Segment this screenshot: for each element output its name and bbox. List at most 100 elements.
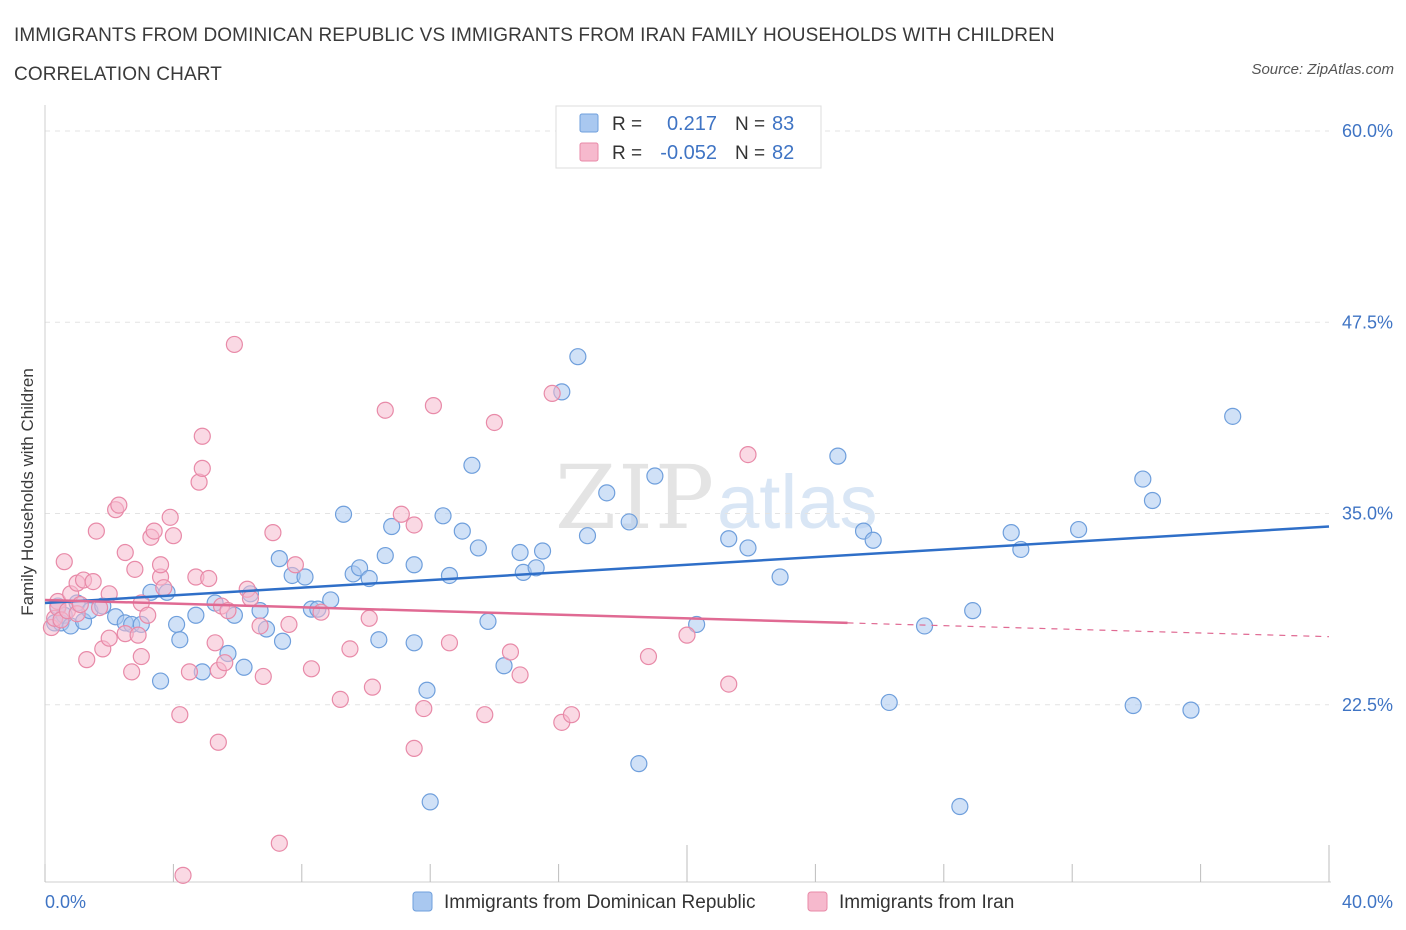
data-point [206, 634, 224, 652]
data-point [216, 654, 234, 672]
data-point [453, 522, 471, 540]
data-point [771, 568, 789, 586]
data-point [543, 384, 561, 402]
data-point [164, 527, 182, 545]
data-point [964, 602, 982, 620]
data-point [116, 543, 134, 562]
data-point [1070, 520, 1088, 539]
data-point [1124, 696, 1142, 715]
stats-r-value-blue: 0.217 [667, 113, 717, 135]
data-point [1134, 470, 1152, 488]
data-point [421, 793, 439, 811]
data-point [286, 556, 304, 574]
data-point [829, 447, 847, 465]
chart-title: IMMIGRANTS FROM DOMINICAN REPUBLIC VS IM… [14, 25, 1055, 85]
data-point [1224, 407, 1242, 425]
trend-line-iran-solid [44, 598, 848, 625]
data-point [71, 595, 89, 614]
stats-legend-box [555, 105, 822, 169]
data-point [100, 629, 118, 647]
data-point [350, 559, 369, 577]
data-point [639, 647, 658, 666]
data-point [469, 539, 487, 557]
data-point [270, 834, 288, 852]
data-point [915, 617, 934, 635]
series-iran-points [42, 335, 757, 884]
data-point [241, 589, 260, 608]
data-point [110, 496, 128, 514]
legend-swatch-dominican-republic [412, 891, 433, 912]
x-tick-label-min: 0.0% [45, 892, 86, 912]
data-point [376, 546, 394, 565]
data-point [225, 335, 243, 354]
data-point [479, 612, 497, 630]
data-point [334, 505, 353, 523]
data-point [739, 446, 757, 464]
gridlines [45, 130, 1329, 706]
data-point [171, 706, 189, 724]
x-tick-label-max: 40.0% [1342, 892, 1393, 912]
data-point [254, 667, 272, 686]
data-point [864, 531, 882, 549]
data-point [145, 522, 163, 540]
y-tick-label: 60.0% [1342, 121, 1393, 141]
data-point [235, 658, 253, 676]
data-point [463, 456, 481, 474]
trend-line-dominican-republic-solid [44, 525, 1330, 605]
data-point [251, 617, 269, 635]
data-point [720, 530, 738, 548]
data-point [511, 666, 529, 684]
data-point [405, 556, 423, 574]
data-point [646, 467, 664, 485]
data-point [630, 755, 648, 773]
y-tick-labels: 22.5% 35.0% 47.5% 60.0% [1342, 121, 1393, 715]
data-point [180, 663, 199, 681]
trend-line-iran-dashed [847, 622, 1330, 638]
data-point [363, 678, 382, 696]
legend-label-iran: Immigrants from Iran [839, 892, 1014, 913]
stats-swatch-pink [579, 142, 599, 162]
data-point [55, 553, 73, 571]
data-point [415, 699, 433, 718]
trend-lines [44, 525, 1330, 638]
data-point [78, 651, 96, 669]
data-point [84, 572, 102, 591]
data-point [1002, 524, 1020, 542]
data-point [495, 657, 513, 675]
data-point [688, 615, 706, 634]
series-legend: Immigrants from Dominican Republic Immig… [412, 891, 1014, 913]
data-point [168, 615, 186, 634]
data-point [331, 690, 349, 709]
data-point [139, 606, 157, 624]
data-point [569, 348, 587, 366]
data-point [370, 631, 388, 649]
data-point [273, 632, 292, 650]
data-point [485, 413, 503, 432]
data-point [405, 516, 423, 534]
stats-r-value-pink: -0.052 [660, 142, 717, 164]
data-point [562, 706, 581, 724]
data-point [270, 550, 288, 568]
data-point [193, 459, 211, 477]
data-point [264, 524, 282, 542]
stats-n-value-pink: 82 [772, 142, 794, 164]
data-point [219, 602, 237, 620]
data-point [476, 706, 494, 724]
data-point [1182, 701, 1200, 719]
data-point [280, 615, 298, 634]
stats-r-label-pink: R = [612, 143, 642, 164]
data-point [405, 634, 423, 652]
data-point [739, 539, 757, 557]
data-point [418, 681, 436, 699]
stats-swatch-blue [579, 113, 599, 133]
source-credit: Source: ZipAtlas.com [1251, 61, 1394, 78]
stats-n-value-blue: 83 [772, 113, 794, 135]
data-point [598, 484, 616, 502]
watermark-atlas: atlas [717, 460, 878, 545]
data-point [533, 542, 552, 560]
data-point [171, 631, 189, 649]
data-point [123, 663, 141, 681]
data-point [155, 579, 173, 597]
data-point [341, 640, 359, 658]
